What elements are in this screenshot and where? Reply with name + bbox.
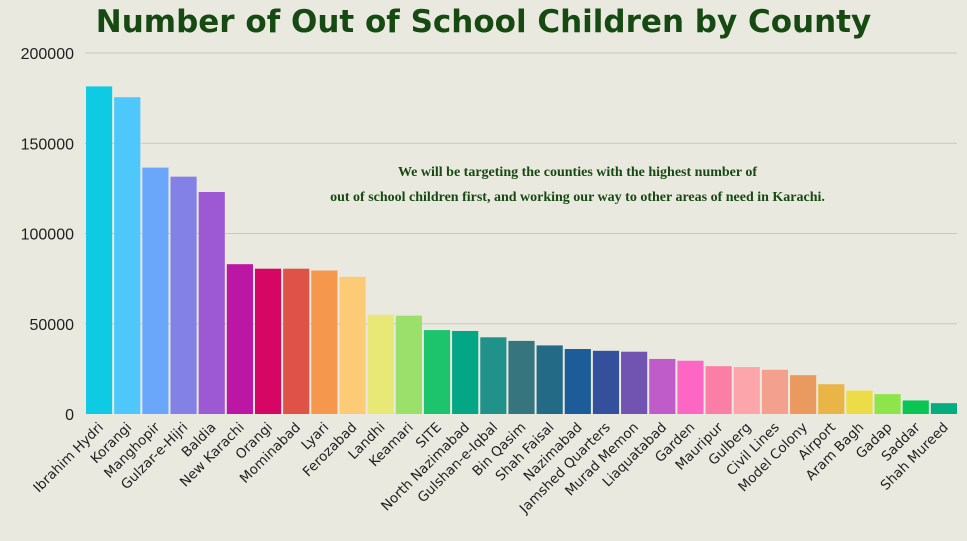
bar-liaquatabad: [649, 358, 676, 414]
bar-saddar: [902, 400, 929, 414]
bar-murad-memon: [621, 351, 648, 414]
chart-title: Number of Out of School Children by Coun…: [95, 4, 872, 40]
bar-airport: [818, 384, 845, 414]
bars: [86, 86, 957, 414]
bar-ibrahim-hydri: [86, 86, 113, 414]
bar-gulzar-e-hijri: [170, 176, 197, 414]
y-tick-label: 50000: [30, 317, 75, 334]
bar-shah-mureed: [930, 403, 957, 414]
bar-gulberg: [733, 367, 760, 414]
bar-site: [423, 330, 451, 414]
bar-nazimabad: [564, 349, 591, 414]
bar-aram-bagh: [846, 390, 873, 414]
bar-baldia: [198, 191, 225, 414]
bar-model-colony: [790, 375, 817, 414]
bar-landhi: [367, 314, 394, 414]
bar-manghopir: [142, 167, 169, 414]
bar-north-nazimabad: [452, 330, 479, 414]
bar-mauripur: [705, 366, 732, 414]
y-tick-label: 200000: [21, 46, 74, 63]
bar-new-karachi: [226, 264, 253, 414]
annotation-line-1: We will be targeting the counties with t…: [397, 165, 758, 180]
bar-gadap: [874, 394, 901, 414]
bar-lyari: [311, 270, 338, 414]
chart-annotation: We will be targeting the counties with t…: [300, 160, 855, 210]
bar-bin-qasim: [508, 340, 535, 414]
bar-shah-faisal: [536, 345, 563, 414]
bar-mominabad: [283, 268, 310, 414]
bar-gulshan-e-iqbal: [480, 337, 507, 414]
bar-korangi: [114, 97, 141, 414]
bar-ferozabad: [339, 276, 366, 414]
bar-keamari: [395, 315, 422, 414]
y-tick-label: 150000: [21, 136, 74, 153]
bar-orangi: [254, 268, 282, 414]
x-axis-ticks: Ibrahim HydriKorangiManghopirGulzar-e-Hi…: [30, 419, 951, 517]
bar-garden: [677, 360, 704, 414]
bar-civil-lines: [761, 369, 789, 414]
y-axis-ticks: 0 50000 100000 150000 200000: [21, 46, 74, 424]
y-tick-label: 0: [65, 407, 74, 424]
annotation-line-2: out of school children first, and workin…: [330, 190, 825, 205]
bar-jamshed-quarters: [592, 350, 620, 414]
y-tick-label: 100000: [21, 227, 74, 244]
